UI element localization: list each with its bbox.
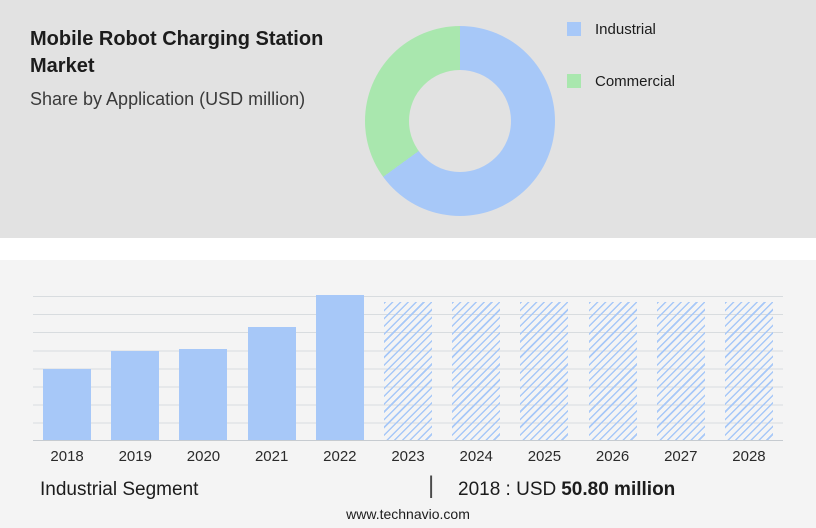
bar-cell xyxy=(238,296,306,440)
industrial-swatch-icon xyxy=(567,22,581,36)
legend-label-industrial: Industrial xyxy=(595,20,656,38)
legend-item-commercial: Commercial xyxy=(567,66,675,96)
x-axis-label: 2026 xyxy=(595,448,630,465)
page-subtitle: Share by Application (USD million) xyxy=(30,89,306,109)
x-axis-label: 2023 xyxy=(391,448,425,465)
header-panel: Mobile Robot Charging Station Market Sha… xyxy=(0,0,816,238)
bar-chart-plot xyxy=(33,295,783,441)
stat-annotation: 2018 : USD 50.80 million xyxy=(458,479,675,501)
bar-cell xyxy=(306,295,374,440)
bar-cell xyxy=(101,296,169,440)
forecast-bar xyxy=(588,302,637,440)
legend: Industrial Commercial xyxy=(567,14,675,118)
x-axis-label: 2022 xyxy=(323,448,357,465)
bars-container xyxy=(33,295,783,440)
forecast-bar xyxy=(452,302,501,440)
bar-cell xyxy=(579,296,647,440)
segment-label: Industrial Segment xyxy=(40,479,199,500)
value-bar xyxy=(247,327,296,440)
legend-item-industrial: Industrial xyxy=(567,14,675,44)
forecast-bar xyxy=(384,302,433,440)
bar-cell xyxy=(715,296,783,440)
website-url: www.technavio.com xyxy=(346,506,470,522)
x-axis-label: 2028 xyxy=(732,448,766,465)
value-bar xyxy=(111,350,160,440)
stat-prefix: 2018 : USD xyxy=(458,479,557,500)
bar-cell xyxy=(510,296,578,440)
forecast-bar xyxy=(520,302,569,440)
bar-chart-panel: 2018 2019 2020 2021 2022 2023 2024 2025 2026 2027… xyxy=(0,260,816,528)
title-block: Mobile Robot Charging Station Market Sha… xyxy=(30,26,360,110)
bar-cell xyxy=(442,296,510,440)
legend-label-commercial: Commercial xyxy=(595,72,676,90)
page-title-line1: Mobile Robot Charging Station xyxy=(30,28,324,50)
x-axis-label: 2025 xyxy=(527,448,562,465)
bar-cell xyxy=(169,296,237,440)
bar-cell xyxy=(374,296,442,440)
page-title-line2: Market xyxy=(30,55,95,77)
value-bar xyxy=(315,295,364,440)
x-axis-label: 2027 xyxy=(664,448,698,465)
bar-cell xyxy=(33,296,101,440)
x-axis-label: 2018 xyxy=(50,448,84,465)
stat-value: 50.80 million xyxy=(561,479,676,500)
panel-divider xyxy=(0,238,816,260)
separator: | xyxy=(428,472,435,499)
x-axis-label: 2024 xyxy=(459,448,493,465)
forecast-bar xyxy=(656,302,705,440)
x-axis-label: 2020 xyxy=(186,448,221,465)
x-axis-labels: 2018 2019 2020 2021 2022 2023 2024 2025 2026 2027… xyxy=(33,448,783,465)
commercial-swatch-icon xyxy=(567,74,581,88)
donut-chart xyxy=(365,26,555,216)
x-axis-label: 2021 xyxy=(254,448,289,465)
bar-cell xyxy=(647,296,715,440)
value-bar xyxy=(179,349,228,440)
value-bar xyxy=(43,368,92,440)
x-axis-label: 2019 xyxy=(118,448,152,465)
forecast-bar xyxy=(724,302,773,440)
